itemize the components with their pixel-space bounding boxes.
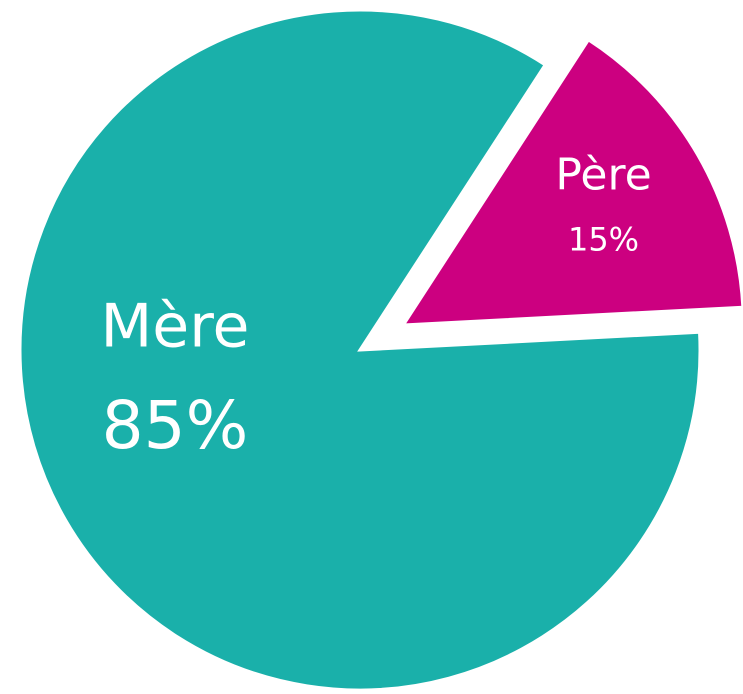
slice-value-label: 85%: [102, 387, 249, 464]
pie-slice: [18, 8, 702, 692]
pie-slice: [400, 37, 743, 327]
slice-label: Père: [555, 149, 651, 200]
slice-value-label: 15%: [568, 220, 639, 258]
slice-label: Mère: [101, 292, 250, 362]
